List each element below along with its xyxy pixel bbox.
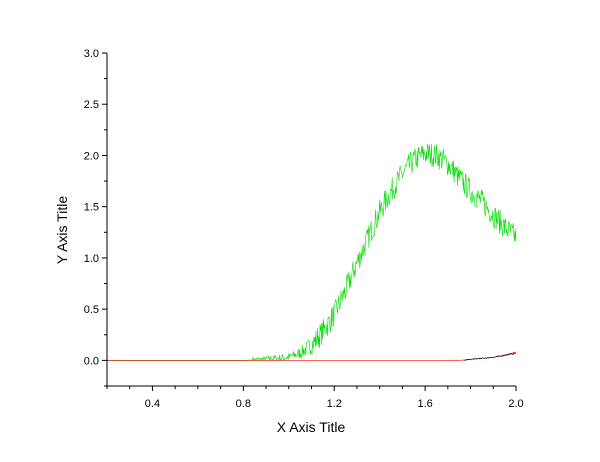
y-tick-label: 2.5 [84,99,99,111]
x-axis-title: X Axis Title [277,419,346,435]
y-tick-label: 0.5 [84,304,99,316]
y-tick-label: 0.0 [84,355,99,367]
axes [106,53,516,387]
y-tick-label: 3.0 [84,48,99,60]
x-tick-label: 0.8 [236,398,251,410]
x-tick-label: 1.6 [417,398,432,410]
series-line-2 [107,351,517,361]
x-tick-label: 2.0 [508,398,523,410]
x-ticks: 0.4 0.8 1.2 1.6 2.0 [106,386,524,410]
plot-series [107,143,517,361]
series-line-1 [107,143,517,361]
y-tick-label: 1.0 [84,253,99,265]
x-tick-label: 0.4 [145,398,160,410]
y-axis-title: Y Axis Title [54,196,70,264]
y-tick-label: 1.5 [84,202,99,214]
x-tick-label: 1.2 [327,398,342,410]
y-ticks: 0.0 0.5 1.0 1.5 2.0 2.5 3.0 [84,48,107,387]
y-tick-label: 2.0 [84,150,99,162]
series-line-3 [463,352,517,361]
